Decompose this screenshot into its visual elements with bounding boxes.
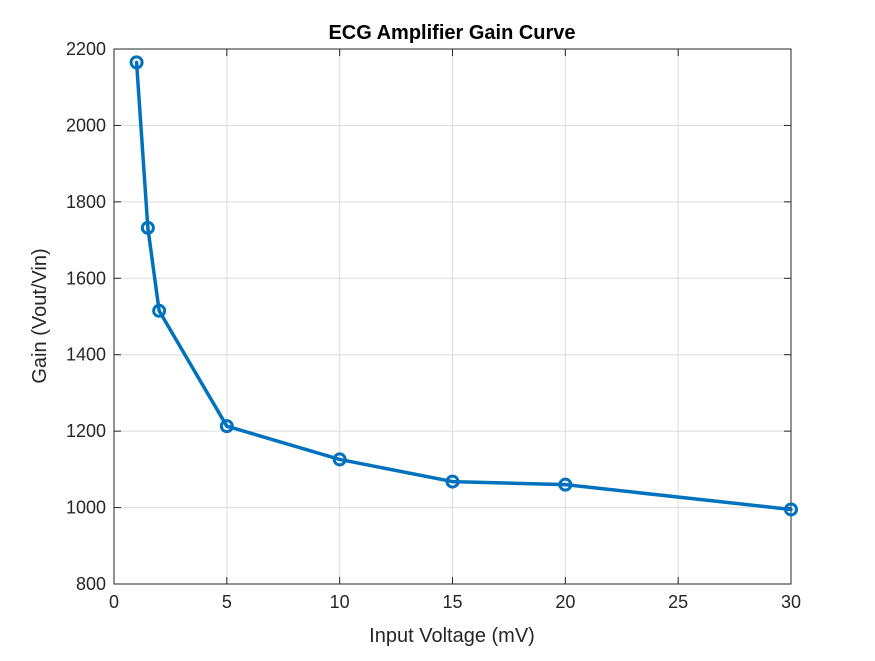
data-point-marker: [558, 477, 573, 492]
y-tick-label: 800: [76, 574, 106, 594]
x-tick-label: 25: [668, 592, 688, 612]
y-tick-label: 1800: [66, 192, 106, 212]
x-tick-label: 0: [109, 592, 119, 612]
x-tick-label: 5: [222, 592, 232, 612]
data-point-marker: [140, 220, 155, 235]
y-axis-label: Gain (Vout/Vin): [29, 248, 51, 383]
data-point-marker: [129, 55, 144, 70]
chart-title: ECG Amplifier Gain Curve: [328, 22, 575, 44]
data-point-marker: [784, 502, 798, 517]
data-point-marker: [332, 452, 347, 467]
y-tick-label: 2200: [66, 39, 106, 59]
y-tick-label: 1000: [66, 498, 106, 518]
y-tick-label: 1400: [66, 345, 106, 365]
x-tick-label: 15: [442, 592, 462, 612]
y-tick-label: 2000: [66, 115, 106, 135]
series-layer: [129, 55, 798, 517]
x-tick-label: 20: [555, 592, 575, 612]
x-axis-label: Input Voltage (mV): [369, 625, 535, 647]
data-point-marker: [152, 303, 167, 318]
y-tick-label: 1600: [66, 268, 106, 288]
x-tick-label: 30: [781, 592, 801, 612]
x-tick-label: 10: [330, 592, 350, 612]
ticks-layer: 0 5 10 15 20 25 30 800 1000 1200 1400 1600 1800 2000 2…: [66, 39, 801, 612]
y-tick-label: 1200: [66, 421, 106, 441]
data-point-marker: [445, 474, 460, 489]
series-line: [134, 60, 793, 512]
data-point-marker: [219, 419, 234, 434]
